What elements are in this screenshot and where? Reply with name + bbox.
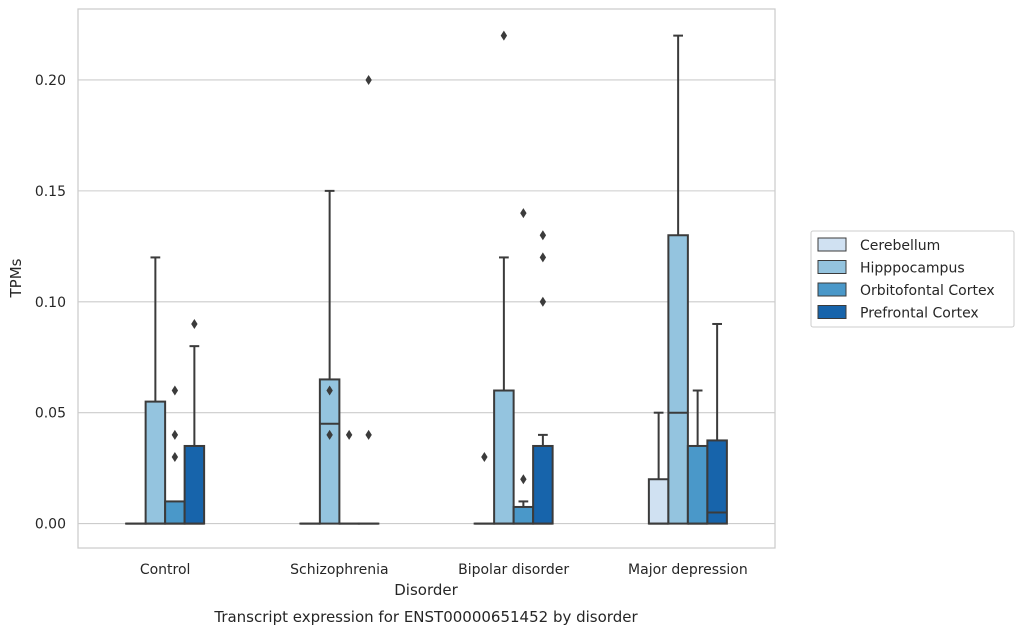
outlier-point bbox=[539, 230, 547, 241]
box-body bbox=[493, 389, 515, 525]
outlier-point bbox=[539, 252, 547, 263]
outlier-point bbox=[520, 208, 527, 219]
box-groups bbox=[125, 30, 728, 525]
x-axis-title: Disorder bbox=[394, 581, 458, 599]
box-1-1 bbox=[318, 189, 341, 525]
outlier-point bbox=[539, 296, 547, 307]
x-tick-label: Schizophrenia bbox=[290, 562, 388, 578]
box-body bbox=[164, 500, 186, 525]
x-tick-label: Control bbox=[140, 562, 191, 578]
box-body bbox=[144, 400, 167, 525]
legend-label: Prefrontal Cortex bbox=[860, 306, 979, 322]
y-tick-label: 0.20 bbox=[35, 73, 66, 89]
x-tick-labels: Control Schizophrenia Bipolar disorder Majo… bbox=[140, 562, 748, 578]
box-body bbox=[318, 378, 341, 525]
y-tick-label: 0.10 bbox=[35, 295, 66, 311]
outlier-point bbox=[345, 429, 353, 440]
legend-label: Cerebellum bbox=[860, 238, 940, 254]
outlier-point bbox=[365, 429, 372, 440]
legend-frame bbox=[810, 230, 1015, 328]
y-tick-label: 0.15 bbox=[35, 184, 66, 200]
box-body bbox=[532, 444, 554, 525]
box-body bbox=[512, 505, 535, 525]
legend-swatch bbox=[817, 282, 847, 297]
box-3-0 bbox=[183, 318, 206, 525]
y-tick-label: 0.00 bbox=[35, 517, 66, 533]
outlier-point bbox=[365, 74, 372, 85]
box-3-1 bbox=[357, 74, 380, 525]
legend-swatch bbox=[817, 260, 847, 274]
box-2-3 bbox=[686, 389, 709, 525]
legend-items: Cerebellum Hipppocampus Orbitofontal Corte… bbox=[817, 237, 995, 322]
outlier-point bbox=[520, 474, 527, 485]
outlier-point bbox=[171, 385, 179, 396]
box-3-3 bbox=[706, 322, 728, 525]
box-body bbox=[647, 478, 670, 525]
box-body bbox=[706, 439, 728, 525]
outlier-point bbox=[171, 429, 179, 440]
y-axis-title: TPMs bbox=[7, 258, 25, 298]
outlier-point bbox=[171, 452, 179, 463]
box-1-0 bbox=[144, 256, 167, 525]
box-body bbox=[667, 234, 689, 525]
legend-label: Orbitofontal Cortex bbox=[860, 283, 995, 299]
x-tick-label: Major depression bbox=[628, 562, 748, 578]
box-1-2 bbox=[493, 30, 515, 525]
outlier-point bbox=[191, 318, 198, 329]
legend-label: Hipppocampus bbox=[860, 261, 965, 277]
box-body bbox=[183, 444, 206, 525]
legend-swatch bbox=[817, 237, 847, 252]
legend: Cerebellum Hipppocampus Orbitofontal Corte… bbox=[810, 230, 1015, 328]
outlier-point bbox=[326, 429, 333, 440]
y-tick-label: 0.05 bbox=[35, 406, 66, 422]
legend-swatch bbox=[817, 305, 847, 319]
outlier-point bbox=[500, 30, 508, 41]
chart-title: Transcript expression for ENST0000065145… bbox=[213, 608, 638, 626]
box-3-2 bbox=[532, 230, 554, 525]
outlier-point bbox=[481, 452, 488, 463]
outlier-point bbox=[326, 385, 333, 396]
box-body bbox=[686, 444, 709, 525]
y-tick-labels: 0.00 0.05 0.10 0.15 0.20 bbox=[35, 73, 66, 533]
box-2-2 bbox=[512, 208, 535, 525]
x-tick-label: Bipolar disorder bbox=[458, 562, 569, 578]
box-1-3 bbox=[667, 34, 689, 525]
